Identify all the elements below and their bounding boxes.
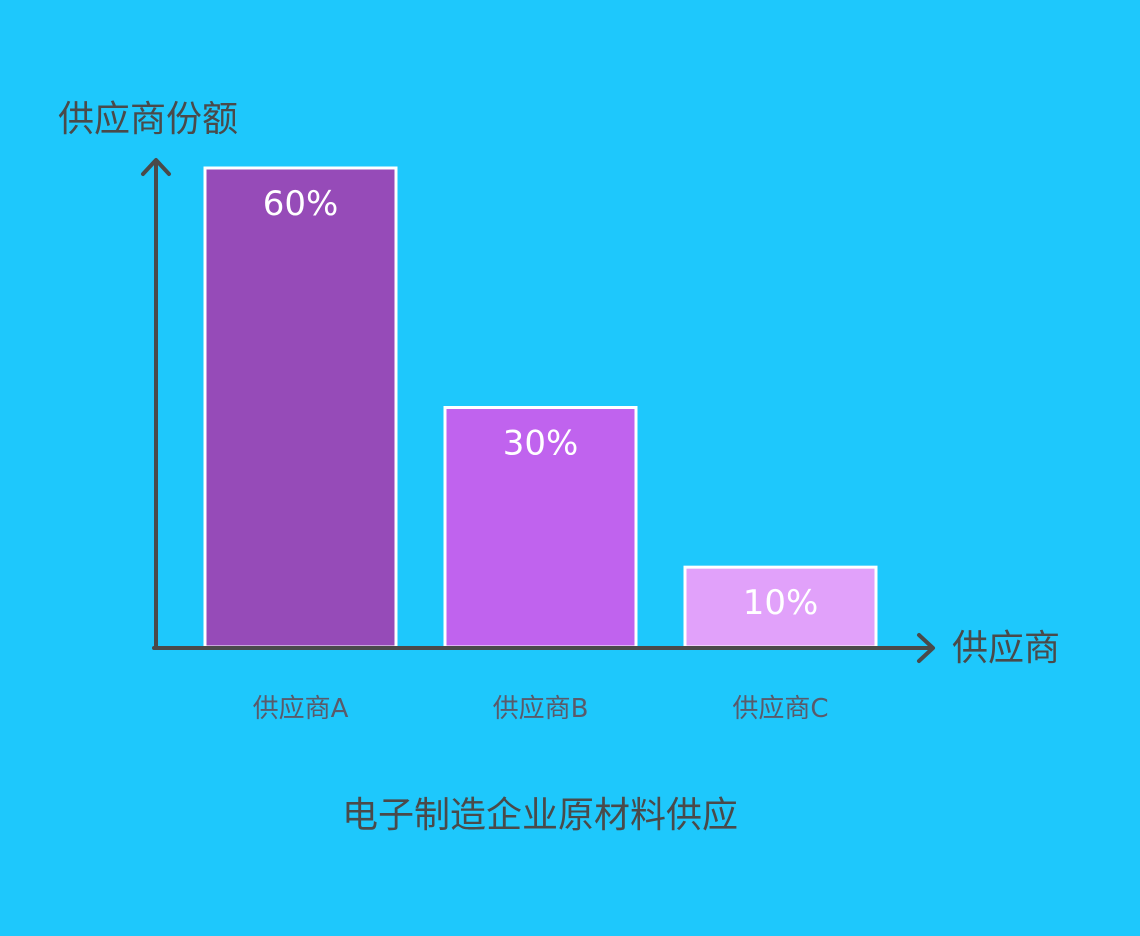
bar-3 — [683, 565, 878, 649]
category-label-1: 供应商A — [253, 694, 349, 724]
chart-title: 电子制造企业原材料供应 — [342, 795, 738, 836]
bars-layer: 60% 30% 10% — [203, 166, 878, 649]
bar-1 — [203, 166, 398, 649]
bar-value-label-2: 30% — [503, 424, 579, 464]
y-axis — [141, 158, 171, 650]
category-label-2: 供应商B — [493, 694, 589, 724]
bar-value-label-3: 10% — [743, 583, 819, 623]
bar-2 — [443, 406, 638, 649]
category-labels: 供应商A 供应商B 供应商C — [253, 694, 829, 724]
x-axis — [152, 633, 935, 663]
category-label-3: 供应商C — [732, 694, 828, 724]
x-axis-title: 供应商 — [952, 628, 1060, 669]
bar-value-label-1: 60% — [263, 184, 339, 224]
y-axis-title: 供应商份额 — [58, 99, 238, 140]
